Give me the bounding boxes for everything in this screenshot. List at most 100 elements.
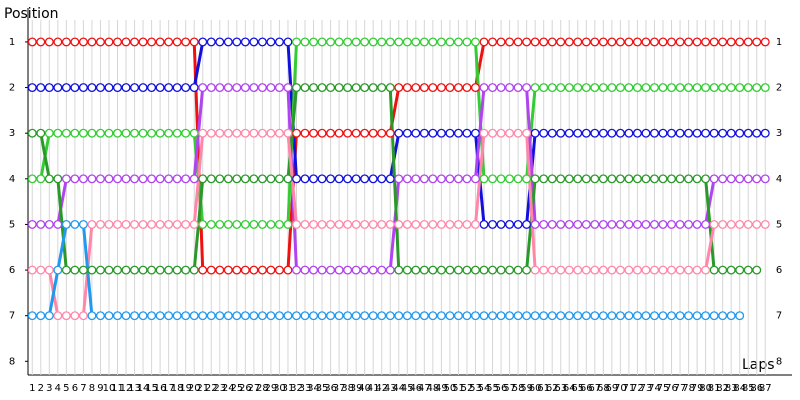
lap-marker [709,219,719,229]
y-tick-label: 1 [9,37,15,48]
x-tick-label: 7 [80,383,86,394]
lap-marker [292,174,301,184]
lap-marker [709,311,719,321]
y-axis-title: Position [4,6,59,22]
lap-marker [181,37,191,47]
lap-marker [53,265,63,275]
lap-marker [641,265,651,275]
lap-marker [266,128,276,138]
lap-marker [436,83,446,93]
lap-marker [385,311,395,321]
lap-marker [709,265,719,275]
x-tick-label: 21 [196,383,209,394]
lap-marker [44,128,54,138]
lap-marker [735,311,745,321]
lap-marker [266,265,276,275]
lap-marker [556,83,566,93]
y-tick-label-right: 2 [776,83,782,94]
lap-marker [27,265,37,275]
lap-marker [113,83,122,93]
lap-marker [164,83,174,93]
x-tick-label: 34 [307,383,320,394]
x-axis-title: Laps [742,357,775,373]
lap-marker [266,174,276,184]
lap-marker [240,311,250,321]
lap-marker [360,265,370,275]
lap-marker [564,37,574,47]
lap-marker [300,265,310,275]
lap-marker [172,265,182,275]
lap-marker [249,128,259,138]
lap-marker [53,83,63,93]
lap-marker [130,83,139,93]
lap-marker [334,83,344,93]
lap-marker [164,265,174,275]
lap-marker [462,128,472,138]
lap-marker [436,219,446,229]
x-tick-label: 58 [512,383,525,394]
lap-marker [632,37,642,47]
lap-marker [479,219,489,229]
lap-marker [95,128,105,138]
lap-marker [155,265,165,275]
x-tick-label: 54 [478,383,491,394]
lap-marker [189,83,199,93]
lap-marker [505,265,515,275]
x-tick-label: 4 [55,383,61,394]
lap-marker [650,37,659,47]
lap-marker [488,37,497,47]
lap-marker [87,83,97,93]
lap-marker [309,83,318,93]
lap-marker [692,128,702,138]
lap-marker [309,265,318,275]
lap-marker [394,219,404,229]
lap-marker [428,83,438,93]
lap-marker [172,174,182,184]
lap-marker [581,37,591,47]
lap-marker [564,174,574,184]
lap-marker [104,219,114,229]
lap-marker [402,83,412,93]
lap-marker [164,128,174,138]
lap-marker [462,37,472,47]
lap-marker [701,83,711,93]
x-tick-label: 20 [188,383,201,394]
lap-marker [292,311,301,321]
lap-marker [692,37,702,47]
lap-marker [257,311,267,321]
lap-marker [172,83,182,93]
lap-marker [675,37,685,47]
lap-marker [130,128,139,138]
lap-marker [104,174,114,184]
y-tick-label-right: 7 [776,311,782,322]
lap-marker [343,37,353,47]
lap-marker [726,37,736,47]
lap-marker [206,174,216,184]
x-tick-label: 39 [350,383,363,394]
lap-marker [752,265,762,275]
lap-marker [471,128,480,138]
lap-marker [394,37,404,47]
lap-marker [121,219,131,229]
lap-marker [232,311,242,321]
lap-marker [121,83,131,93]
lap-marker [27,83,37,93]
lap-marker [402,37,412,47]
lap-marker [488,174,497,184]
lap-marker [326,311,336,321]
lap-marker [505,219,515,229]
lap-marker [138,83,148,93]
lap-marker [505,128,515,138]
lap-marker [735,37,745,47]
lap-marker [701,265,711,275]
x-tick-label: 32 [290,383,303,394]
lap-marker [181,83,191,93]
lap-marker [334,174,344,184]
x-tick-label: 42 [375,383,388,394]
lap-marker [70,265,80,275]
lap-marker [266,219,276,229]
lap-marker [658,265,668,275]
lap-marker [351,128,361,138]
lap-marker [130,265,139,275]
lap-marker [590,219,600,229]
